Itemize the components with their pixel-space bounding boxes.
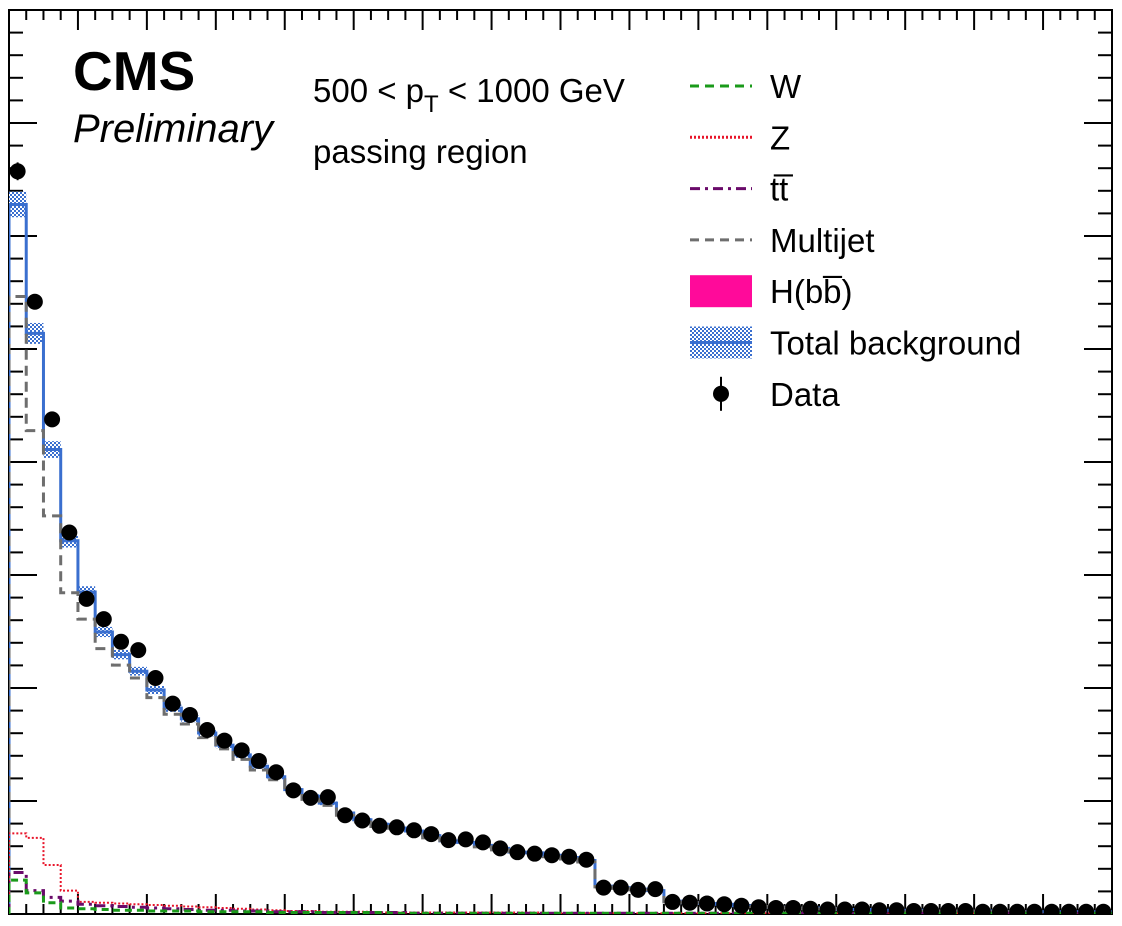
- data-point: [285, 782, 302, 799]
- data-point: [337, 807, 354, 824]
- data-point: [957, 902, 974, 914]
- data-point: [319, 789, 336, 806]
- data-point: [268, 764, 285, 781]
- legend-entry-Z: Z: [690, 119, 790, 156]
- data-point: [716, 896, 733, 913]
- region-label: passing region: [313, 133, 528, 170]
- legend-entry-multijet: Multijet: [690, 222, 875, 259]
- data-point: [1009, 903, 1026, 914]
- data-point: [354, 812, 371, 829]
- data-point: [612, 879, 629, 896]
- data-point: [733, 897, 750, 914]
- data-point: [250, 752, 267, 769]
- legend-entry-W: W: [690, 68, 802, 105]
- data-point: [147, 669, 164, 686]
- data-point: [681, 894, 698, 911]
- data-point: [854, 901, 871, 914]
- plot-frame: [8, 9, 1113, 915]
- data-point: [1078, 903, 1095, 914]
- data-point: [974, 903, 991, 914]
- data-point: [44, 411, 61, 428]
- data-point: [923, 902, 940, 914]
- data-point: [9, 163, 26, 180]
- data-point: [647, 881, 664, 898]
- data-point: [1060, 903, 1077, 914]
- data-point: [543, 847, 560, 864]
- data-point: [440, 832, 457, 849]
- legend-swatch: [690, 275, 752, 308]
- data-point: [164, 695, 181, 712]
- data-point: [302, 789, 319, 806]
- data-point: [388, 819, 405, 836]
- data-point: [561, 848, 578, 865]
- data-point: [905, 902, 922, 914]
- legend-entry-tt: tt̅: [690, 171, 793, 208]
- data-point: [474, 834, 491, 851]
- data-point: [61, 524, 78, 541]
- data-point: [509, 844, 526, 861]
- data-point: [991, 903, 1008, 914]
- data-point: [785, 899, 802, 914]
- data-point: [199, 722, 216, 739]
- data-point: [371, 817, 388, 834]
- data-point: [526, 845, 543, 862]
- legend-label: Data: [770, 376, 840, 413]
- legend-entry-hbb: H(bb̅): [690, 273, 853, 310]
- data-point: [1095, 903, 1112, 914]
- data-point: [1026, 903, 1043, 914]
- data-point: [802, 900, 819, 914]
- data-point: [130, 642, 147, 659]
- data-point: [1043, 903, 1060, 914]
- data-point: [940, 902, 957, 914]
- data-point: [836, 901, 853, 914]
- data-point: [233, 742, 250, 759]
- status-label: Preliminary: [73, 107, 276, 151]
- data-points: [9, 162, 1112, 914]
- data-point: [578, 851, 595, 868]
- experiment-label: CMS: [73, 40, 195, 102]
- data-point: [113, 633, 130, 650]
- tt-line: [9, 871, 1112, 914]
- legend-label: H(bb̅): [770, 273, 853, 310]
- data-point: [750, 899, 767, 914]
- legend-label: Total background: [770, 325, 1021, 362]
- data-point: [423, 826, 440, 843]
- data-point: [181, 706, 198, 723]
- legend-label: W: [770, 68, 802, 105]
- pt-range-label: 500 < pT < 1000 GeV: [313, 72, 625, 118]
- legend-entry-total: Total background: [690, 325, 1021, 362]
- data-point: [630, 881, 647, 898]
- data-point: [78, 590, 95, 607]
- histograms: [9, 162, 1112, 914]
- data-point: [457, 831, 474, 848]
- legend-label: tt̅: [770, 171, 793, 208]
- data-point: [698, 895, 715, 912]
- data-point: [888, 902, 905, 914]
- multijet-line: [9, 294, 1112, 914]
- data-point: [406, 822, 423, 839]
- data-point: [595, 879, 612, 896]
- data-point: [664, 893, 681, 910]
- data-point: [492, 840, 509, 857]
- data-point: [871, 902, 888, 914]
- data-point: [95, 611, 112, 628]
- data-point: [767, 899, 784, 914]
- legend-label: Multijet: [770, 222, 875, 259]
- data-point: [26, 293, 43, 310]
- data-point: [819, 901, 836, 914]
- legend-entry-data: Data: [713, 376, 840, 413]
- legend-label: Z: [770, 119, 790, 156]
- legend-marker: [713, 385, 729, 402]
- data-point: [216, 732, 233, 749]
- axis-ticks: [9, 10, 1112, 914]
